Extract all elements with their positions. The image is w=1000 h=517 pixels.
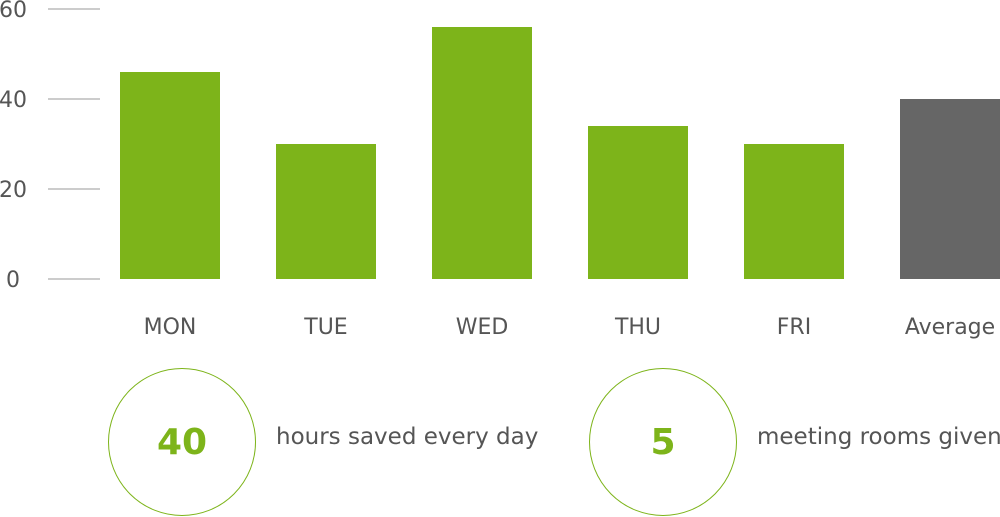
y-tick-label-0: 0	[6, 268, 20, 293]
bar-average	[900, 99, 1000, 279]
y-tick-label-20: 20	[0, 178, 27, 203]
x-tick-label-fri: FRI	[777, 315, 811, 340]
bar-mon	[120, 72, 220, 279]
bar-fri	[744, 144, 844, 279]
meeting-rooms-label: meeting rooms given	[757, 424, 1000, 450]
bar-tue	[276, 144, 376, 279]
x-tick-label-average: Average	[905, 315, 995, 340]
x-tick-label-tue: TUE	[303, 315, 347, 340]
x-tick-label-mon: MON	[144, 315, 197, 340]
hours-saved-circle: 40	[108, 368, 256, 516]
y-tick-label-60: 60	[0, 0, 27, 23]
bar-wed	[432, 27, 532, 279]
x-tick-label-wed: WED	[456, 315, 509, 340]
x-tick-label-thu: THU	[614, 315, 661, 340]
hours-saved-value: 40	[156, 421, 208, 463]
meeting-rooms-circle: 5	[589, 368, 737, 516]
bar-thu	[588, 126, 688, 279]
y-tick-label-40: 40	[0, 88, 27, 113]
hours-saved-label: hours saved every day	[276, 424, 539, 450]
meeting-rooms-value: 5	[650, 421, 676, 463]
bar-chart: 0 20 40 60 MON TUE WED THU FRI Average	[0, 0, 1000, 340]
